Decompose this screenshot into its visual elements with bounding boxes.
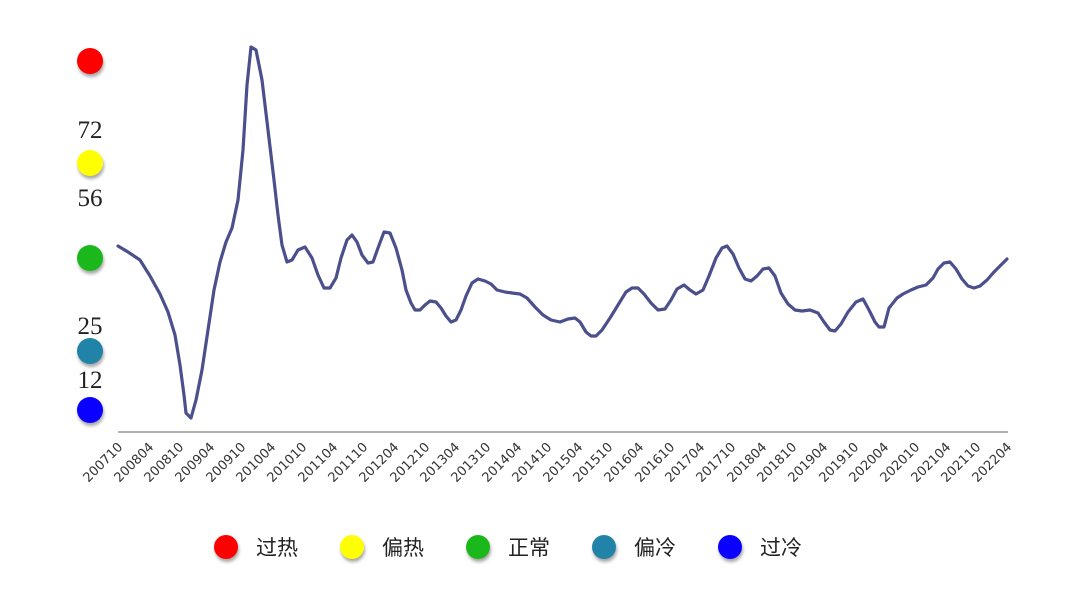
legend-label: 过冷 <box>760 536 802 560</box>
legend-item-warm: 偏热 <box>340 532 424 562</box>
legend-dot-icon <box>718 535 742 559</box>
legend-label: 偏冷 <box>634 536 676 560</box>
legend-label: 偏热 <box>382 536 424 560</box>
legend-item-cold: 过冷 <box>718 532 802 562</box>
y-marker-dot-cold <box>77 397 103 423</box>
y-marker-dot-cool <box>77 338 103 364</box>
legend-dot-icon <box>340 535 364 559</box>
legend: 过热 偏热 正常 偏冷 过冷 <box>214 532 844 562</box>
y-label-25: 25 <box>77 313 103 340</box>
y-label-12: 12 <box>77 367 103 394</box>
legend-item-cool: 偏冷 <box>592 532 676 562</box>
legend-dot-icon <box>466 535 490 559</box>
y-marker-dot-warm <box>77 150 103 176</box>
legend-label: 正常 <box>508 536 550 560</box>
y-label-56: 56 <box>77 185 103 212</box>
legend-dot-icon <box>592 535 616 559</box>
legend-label: 过热 <box>256 536 298 560</box>
legend-item-overheat: 过热 <box>214 532 298 562</box>
legend-dot-icon <box>214 535 238 559</box>
y-label-72: 72 <box>77 117 103 144</box>
legend-item-normal: 正常 <box>466 532 550 562</box>
y-marker-dot-overheat <box>77 48 103 74</box>
y-marker-dot-normal <box>77 245 103 271</box>
series-line <box>116 45 1009 420</box>
